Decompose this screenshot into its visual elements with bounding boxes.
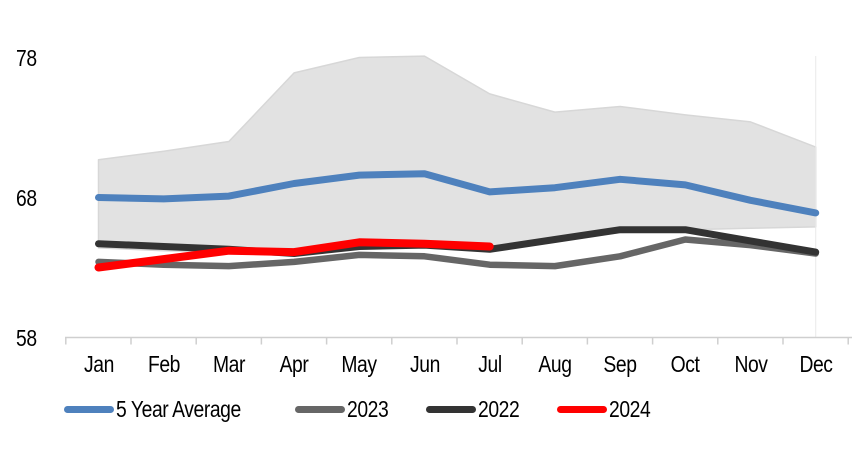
- x-axis-label-sep: Sep: [603, 351, 638, 377]
- legend-label-2023: 2023: [346, 396, 389, 422]
- x-axis-label-jul: Jul: [477, 351, 502, 377]
- x-axis-label-jan: Jan: [83, 351, 114, 377]
- series-line-2023: [95, 236, 819, 270]
- y-axis-label: 68: [16, 184, 37, 211]
- x-axis-label-nov: Nov: [733, 351, 768, 377]
- x-axis-label-apr: Apr: [279, 351, 309, 377]
- y-axis-label: 58: [16, 324, 37, 351]
- legend-item-5-year-average: 5 Year Average: [64, 396, 265, 423]
- legend-label-2022: 2022: [477, 396, 520, 422]
- x-axis-label-aug: Aug: [538, 351, 572, 377]
- legend-swatch-2022: [425, 406, 476, 413]
- legend-item-2023: 2023: [294, 396, 396, 423]
- legend-swatch-5-year-average: [64, 406, 114, 413]
- legend-item-2022: 2022: [425, 396, 527, 423]
- x-axis-label-jun: Jun: [409, 351, 440, 377]
- series-line-5-year-average: [95, 170, 820, 217]
- legend-swatch-2023: [294, 406, 345, 413]
- y-axis-label: 78: [16, 44, 37, 71]
- x-axis-label-dec: Dec: [799, 351, 833, 377]
- series-line-2024: [94, 238, 494, 272]
- legend: 5 Year Average 2023 2022 2024: [64, 396, 688, 423]
- range-band: [97, 55, 817, 255]
- legend-label-2024: 2024: [608, 396, 651, 422]
- x-axis-label-feb: Feb: [147, 351, 180, 377]
- legend-item-2024: 2024: [556, 396, 658, 423]
- x-axis-label-oct: Oct: [670, 351, 700, 377]
- x-axis-label-mar: Mar: [212, 351, 245, 377]
- legend-label-5-year-average: 5 Year Average: [116, 396, 241, 422]
- legend-swatch-2024: [556, 406, 607, 413]
- x-axis-label-may: May: [341, 351, 378, 377]
